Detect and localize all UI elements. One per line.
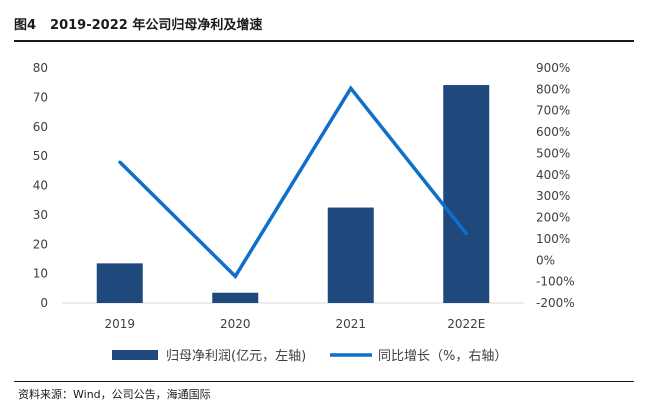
- y-right-tick-label: 900%: [536, 61, 570, 75]
- x-tick-label: 2019: [104, 317, 135, 331]
- legend-swatch-bar: [112, 350, 158, 360]
- y-left-tick-label: 10: [33, 267, 48, 281]
- bar: [327, 207, 374, 303]
- y-right-tick-label: 700%: [536, 104, 570, 118]
- bottom-rule: [14, 381, 634, 382]
- legend-label-bar: 归母净利润(亿元，左轴): [166, 349, 306, 364]
- y-right-tick-label: 500%: [536, 146, 570, 160]
- y-left-tick-label: 0: [40, 296, 48, 310]
- y-right-tick-label: 100%: [536, 232, 570, 246]
- line-point: [464, 232, 468, 236]
- y-right-tick-label: -200%: [536, 296, 575, 310]
- figure-title-text: 2019-2022 年公司归母净利及增速: [50, 18, 263, 33]
- bar: [443, 85, 490, 303]
- x-tick-label: 2021: [335, 317, 366, 331]
- y-left-tick-label: 70: [33, 90, 48, 104]
- y-right-tick-label: -100%: [536, 275, 575, 289]
- line-point: [349, 86, 353, 90]
- line-point: [233, 274, 237, 278]
- y-right-tick-label: 600%: [536, 125, 570, 139]
- legend-label-line: 同比增长（%，右轴）: [378, 349, 507, 364]
- y-right-tick-label: 0%: [536, 253, 555, 267]
- figure-title: 图4 2019-2022 年公司归母净利及增速: [14, 14, 262, 36]
- top-rule: [14, 40, 634, 42]
- x-tick-label: 2020: [220, 317, 251, 331]
- y-left-tick-label: 20: [33, 237, 48, 251]
- line-point: [118, 160, 122, 164]
- y-left-tick-label: 60: [33, 120, 48, 134]
- x-tick-label: 2022E: [447, 317, 485, 331]
- growth-line: [118, 85, 468, 280]
- bar: [212, 292, 259, 303]
- y-right-tick-label: 300%: [536, 189, 570, 203]
- y-right-tick-label: 800%: [536, 82, 570, 96]
- y-left-tick-label: 80: [33, 61, 48, 75]
- y-right-tick-label: 200%: [536, 211, 570, 225]
- y-left-tick-label: 40: [33, 179, 48, 193]
- y-left-tick-label: 50: [33, 149, 48, 163]
- y-left-tick-label: 30: [33, 208, 48, 222]
- figure-number: 图4: [14, 18, 37, 33]
- y-right-tick-label: 400%: [536, 168, 570, 182]
- bar: [96, 263, 143, 303]
- source-note: 资料来源：Wind，公司公告，海通国际: [18, 388, 211, 401]
